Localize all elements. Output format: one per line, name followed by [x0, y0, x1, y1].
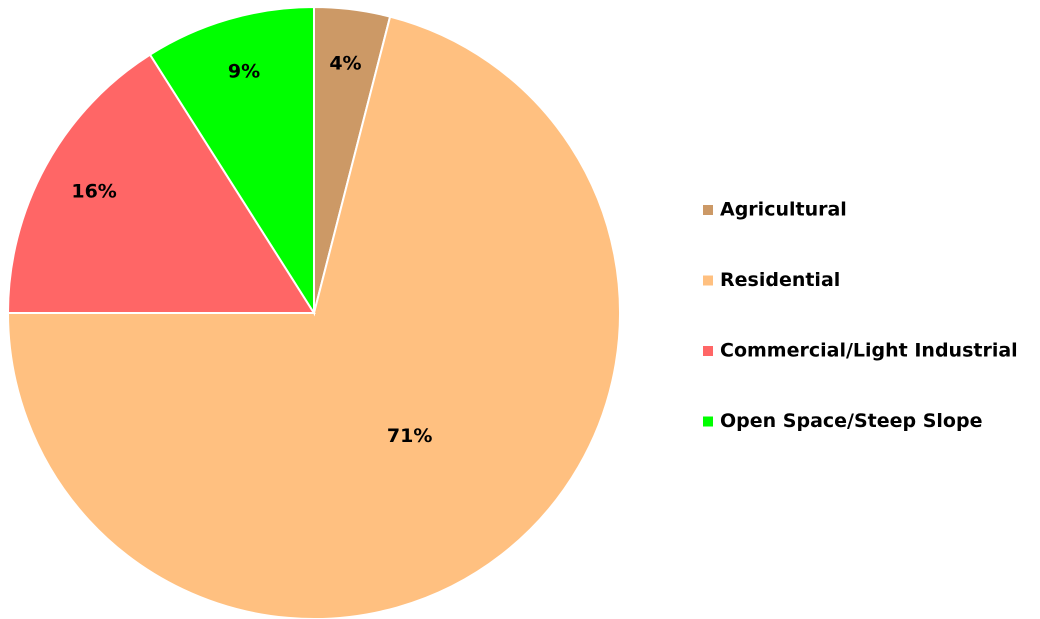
- legend-label: Agricultural: [720, 199, 847, 221]
- legend-label: Residential: [720, 269, 840, 291]
- data-label: 9%: [228, 61, 260, 83]
- pie-slice: [148, 5, 315, 317]
- legend-label: Commercial/Light Industrial: [720, 340, 1018, 362]
- pie-slice: [6, 53, 316, 314]
- legend-swatch: [703, 416, 713, 427]
- legend-swatch: [703, 346, 713, 356]
- legend-swatch: [703, 205, 713, 215]
- data-label: 71%: [387, 425, 432, 447]
- legend-swatch: [703, 275, 713, 286]
- data-label: 16%: [71, 181, 116, 203]
- legend-label: Open Space/Steep Slope: [720, 410, 982, 432]
- pie-slice: [6, 15, 621, 619]
- data-label: 4%: [329, 53, 361, 75]
